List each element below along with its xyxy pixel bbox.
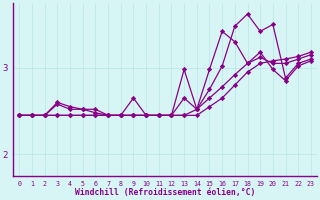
X-axis label: Windchill (Refroidissement éolien,°C): Windchill (Refroidissement éolien,°C) (75, 188, 255, 197)
